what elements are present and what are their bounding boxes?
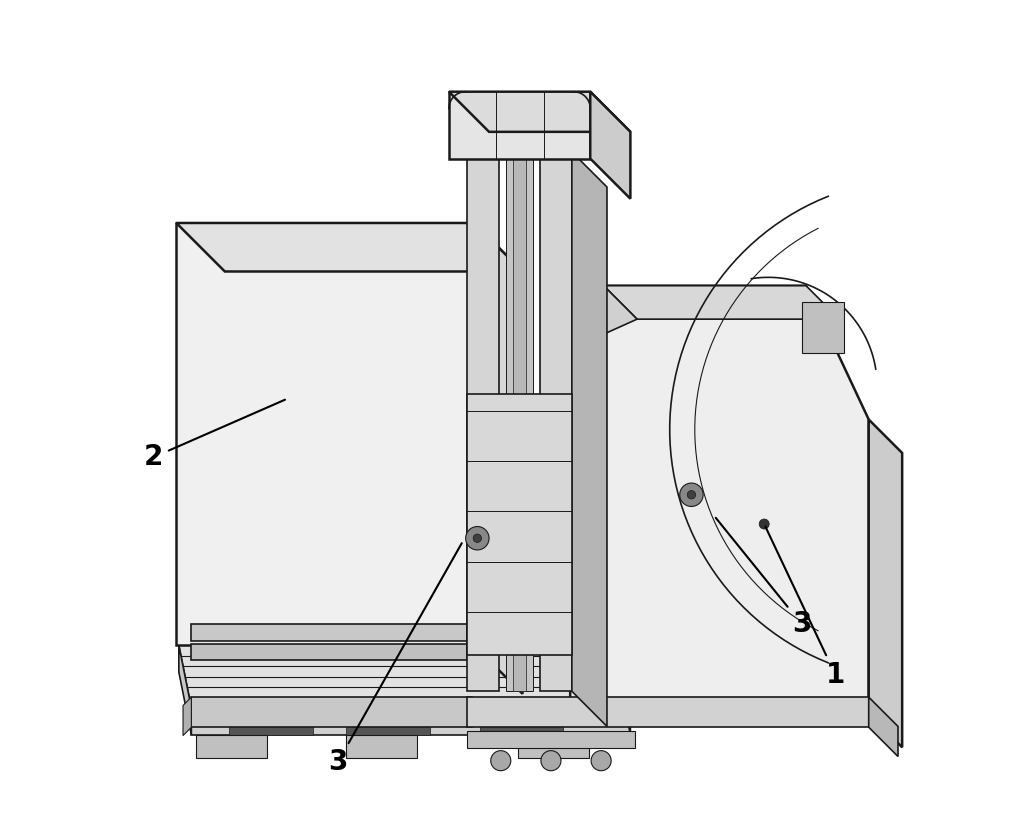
Polygon shape xyxy=(603,286,839,319)
Polygon shape xyxy=(449,91,630,132)
Circle shape xyxy=(759,519,769,529)
Polygon shape xyxy=(468,732,634,748)
Circle shape xyxy=(466,527,490,550)
Polygon shape xyxy=(191,644,468,660)
Polygon shape xyxy=(802,302,844,352)
Polygon shape xyxy=(191,708,630,735)
Circle shape xyxy=(591,751,611,771)
Polygon shape xyxy=(540,152,572,691)
Polygon shape xyxy=(868,697,898,757)
Polygon shape xyxy=(618,645,630,735)
Polygon shape xyxy=(506,152,524,691)
Polygon shape xyxy=(179,645,191,735)
Polygon shape xyxy=(468,394,572,655)
Polygon shape xyxy=(515,152,533,691)
Text: 3: 3 xyxy=(716,518,811,638)
Polygon shape xyxy=(191,624,468,641)
Polygon shape xyxy=(183,697,191,736)
Polygon shape xyxy=(518,735,589,758)
Polygon shape xyxy=(468,697,868,727)
Polygon shape xyxy=(191,697,472,727)
Polygon shape xyxy=(196,735,267,758)
Polygon shape xyxy=(570,286,868,714)
Polygon shape xyxy=(474,223,523,694)
Polygon shape xyxy=(480,708,563,735)
Circle shape xyxy=(473,534,481,543)
Text: 2: 2 xyxy=(144,399,285,472)
Polygon shape xyxy=(346,708,430,735)
Text: 3: 3 xyxy=(328,543,462,776)
Polygon shape xyxy=(868,420,903,748)
Polygon shape xyxy=(176,223,474,645)
Text: 1: 1 xyxy=(765,527,845,689)
Polygon shape xyxy=(229,708,313,735)
Circle shape xyxy=(491,751,511,771)
Circle shape xyxy=(680,483,703,507)
Polygon shape xyxy=(513,152,526,691)
Polygon shape xyxy=(570,286,638,334)
Circle shape xyxy=(687,491,696,499)
Polygon shape xyxy=(572,152,607,727)
Polygon shape xyxy=(179,645,630,708)
Polygon shape xyxy=(176,223,523,272)
Polygon shape xyxy=(346,735,417,758)
Circle shape xyxy=(541,751,561,771)
Polygon shape xyxy=(468,152,499,691)
Polygon shape xyxy=(449,91,590,159)
Polygon shape xyxy=(590,91,630,199)
